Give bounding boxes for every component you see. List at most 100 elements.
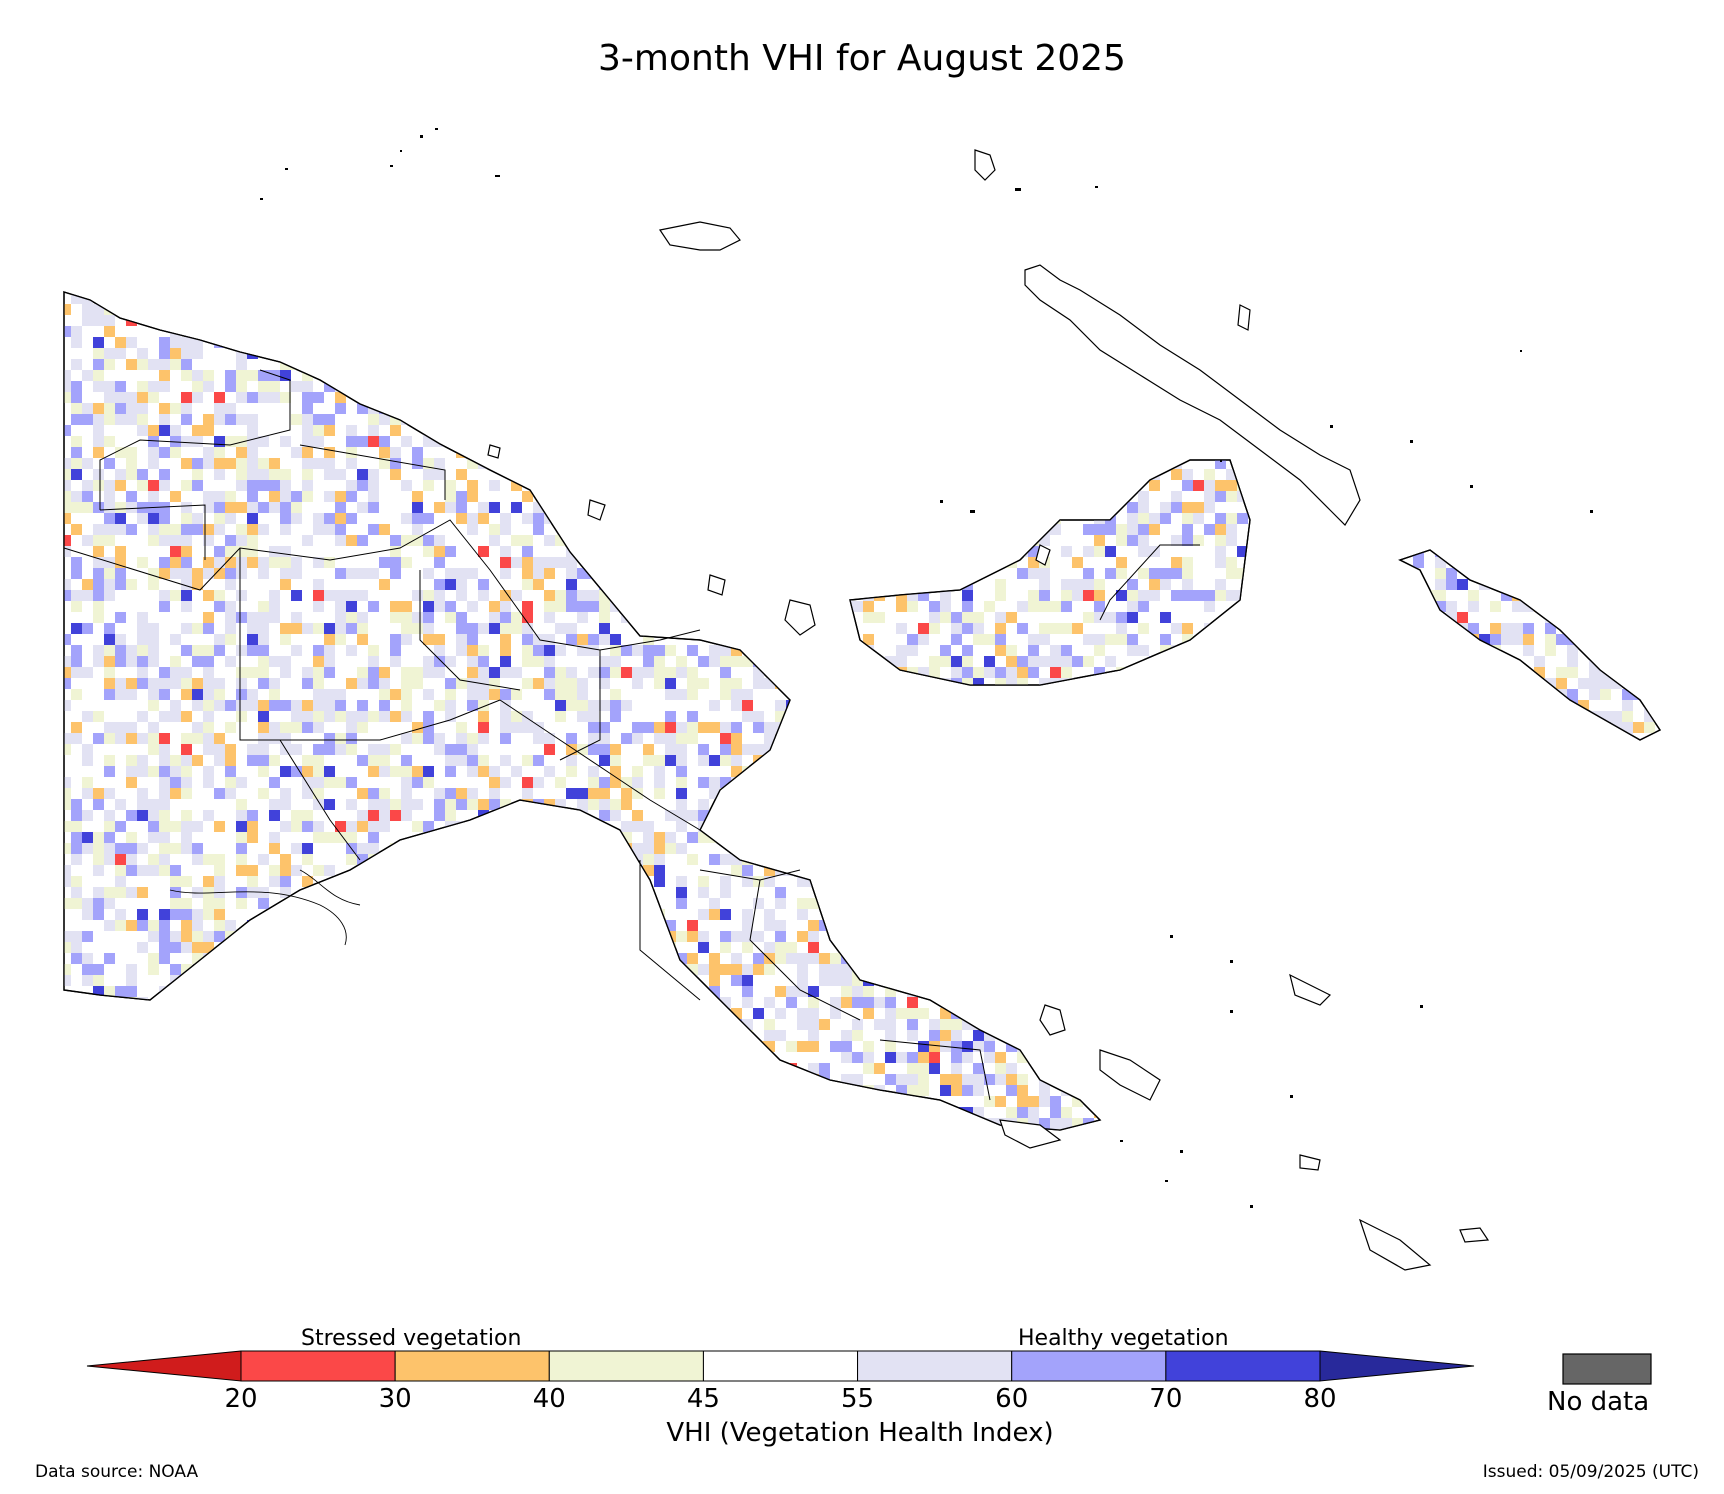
vhi-cell <box>1545 689 1556 700</box>
vhi-cell <box>192 293 203 304</box>
vhi-cell <box>478 755 489 766</box>
vhi-cell <box>852 403 863 414</box>
vhi-cell <box>742 579 753 590</box>
vhi-cell <box>1677 722 1688 733</box>
vhi-cell <box>1457 656 1468 667</box>
vhi-cell <box>1149 403 1160 414</box>
vhi-cell <box>1006 524 1017 535</box>
vhi-cell <box>511 469 522 480</box>
vhi-cell <box>555 821 566 832</box>
vhi-cell <box>247 392 258 403</box>
vhi-cell <box>643 513 654 524</box>
vhi-cell <box>907 788 918 799</box>
vhi-cell <box>753 678 764 689</box>
vhi-cell <box>478 260 489 271</box>
vhi-cell <box>929 656 940 667</box>
vhi-cell <box>390 601 401 612</box>
vhi-cell <box>192 843 203 854</box>
vhi-cell <box>940 359 951 370</box>
vhi-cell <box>1369 678 1380 689</box>
vhi-cell <box>1380 579 1391 590</box>
vhi-cell <box>1314 788 1325 799</box>
vhi-cell <box>610 766 621 777</box>
vhi-cell <box>940 601 951 612</box>
vhi-cell <box>1127 524 1138 535</box>
vhi-cell <box>1534 348 1545 359</box>
vhi-cell <box>390 414 401 425</box>
vhi-cell <box>82 667 93 678</box>
vhi-cell <box>555 370 566 381</box>
vhi-cell <box>1281 832 1292 843</box>
vhi-cell <box>324 348 335 359</box>
vhi-cell <box>1061 810 1072 821</box>
vhi-cell <box>522 425 533 436</box>
vhi-cell <box>346 315 357 326</box>
vhi-cell <box>929 700 940 711</box>
vhi-cell <box>1193 733 1204 744</box>
vhi-cell <box>1105 788 1116 799</box>
vhi-cell <box>1270 535 1281 546</box>
vhi-cell <box>643 821 654 832</box>
vhi-cell <box>1160 304 1171 315</box>
vhi-cell <box>874 326 885 337</box>
vhi-cell <box>1666 359 1677 370</box>
vhi-cell <box>203 645 214 656</box>
vhi-cell <box>1347 788 1358 799</box>
vhi-cell <box>709 722 720 733</box>
vhi-cell <box>148 535 159 546</box>
vhi-cell <box>643 480 654 491</box>
vhi-cell <box>82 843 93 854</box>
vhi-cell <box>225 777 236 788</box>
vhi-cell <box>1523 546 1534 557</box>
vhi-cell <box>181 601 192 612</box>
vhi-cell <box>1193 843 1204 854</box>
vhi-cell <box>1105 414 1116 425</box>
vhi-cell <box>93 337 104 348</box>
vhi-cell <box>148 700 159 711</box>
vhi-cell <box>181 843 192 854</box>
vhi-cell <box>1116 623 1127 634</box>
vhi-cell <box>1270 491 1281 502</box>
vhi-cell <box>1226 689 1237 700</box>
vhi-cell <box>1061 359 1072 370</box>
vhi-cell <box>313 557 324 568</box>
vhi-cell <box>280 469 291 480</box>
vhi-cell <box>1611 535 1622 546</box>
vhi-cell <box>1468 425 1479 436</box>
vhi-cell <box>885 292 896 293</box>
vhi-cell <box>1116 447 1127 458</box>
vhi-cell <box>313 601 324 612</box>
vhi-cell <box>1336 381 1347 392</box>
vhi-cell <box>1028 634 1039 645</box>
vhi-cell <box>819 469 830 480</box>
vhi-cell <box>1358 700 1369 711</box>
vhi-cell <box>1567 744 1578 755</box>
vhi-cell <box>225 656 236 667</box>
vhi-cell <box>313 579 324 590</box>
vhi-cell <box>137 623 148 634</box>
vhi-cell <box>885 392 896 403</box>
vhi-cell <box>786 381 797 392</box>
vhi-cell <box>1127 612 1138 623</box>
vhi-cell <box>368 370 379 381</box>
vhi-cell <box>1149 755 1160 766</box>
vhi-cell <box>1677 513 1688 524</box>
vhi-cell <box>1336 447 1347 458</box>
vhi-cell <box>852 348 863 359</box>
vhi-cell <box>676 447 687 458</box>
vhi-cell <box>291 315 302 326</box>
vhi-cell <box>962 656 973 667</box>
vhi-cell <box>478 579 489 590</box>
vhi-cell <box>1534 601 1545 612</box>
vhi-cell <box>1446 513 1457 524</box>
vhi-cell <box>280 392 291 403</box>
vhi-cell <box>137 513 148 524</box>
vhi-cell <box>555 865 566 876</box>
vhi-cell <box>1204 590 1215 601</box>
vhi-cell <box>962 513 973 524</box>
vhi-cell <box>1413 304 1424 315</box>
vhi-cell <box>1655 865 1660 876</box>
vhi-cell <box>522 260 533 271</box>
vhi-cell <box>258 293 269 304</box>
vhi-cell <box>896 447 907 458</box>
